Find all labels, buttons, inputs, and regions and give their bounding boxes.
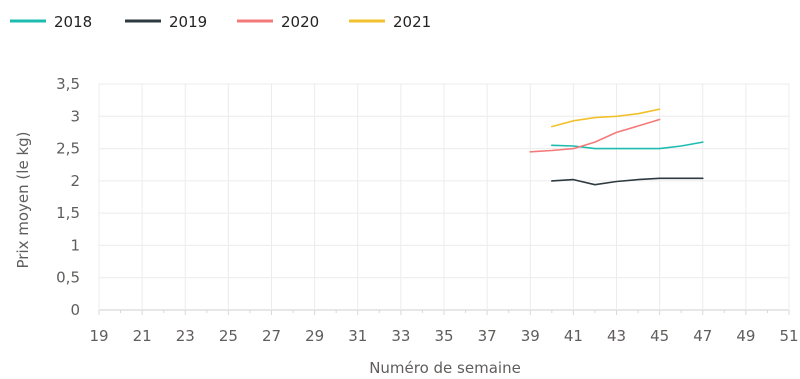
x-tick-label: 51	[779, 327, 798, 345]
series-line-2018	[550, 141, 704, 150]
y-tick-label: 0	[70, 301, 80, 319]
legend-item-2018[interactable]: 2018	[10, 13, 92, 31]
x-tick-label: 41	[564, 327, 583, 345]
x-tick-label: 43	[607, 327, 626, 345]
y-tick-label: 3,5	[56, 75, 80, 93]
x-tick-label: 25	[219, 327, 238, 345]
y-axis: 0 0,5 1 1,5 2 2,5 3 3,5	[56, 75, 80, 319]
legend: 2018 2019 2020 2021	[10, 13, 431, 31]
x-tick-label: 45	[650, 327, 669, 345]
x-tick-label: 29	[305, 327, 324, 345]
x-axis-title: Numéro de semaine	[369, 359, 521, 377]
legend-item-2020[interactable]: 2020	[237, 13, 319, 31]
legend-label: 2018	[54, 13, 92, 31]
x-tick-label: 31	[348, 327, 367, 345]
series-line-2020	[529, 118, 661, 153]
x-tick-label: 27	[262, 327, 281, 345]
x-tick-label: 35	[434, 327, 453, 345]
x-tick-label: 39	[521, 327, 540, 345]
x-tick-label: 21	[133, 327, 152, 345]
gridlines	[98, 83, 790, 315]
y-tick-label: 2	[70, 172, 80, 190]
x-tick-label: 37	[478, 327, 497, 345]
x-tick-label: 23	[176, 327, 195, 345]
series-line-2019	[550, 177, 704, 186]
x-axis: 19 21 23 25 27 29 31 33 35 37 39 41 43 45 47 49 51	[89, 327, 798, 345]
legend-item-2021[interactable]: 2021	[349, 13, 431, 31]
legend-label: 2021	[393, 13, 431, 31]
y-tick-label: 1,5	[56, 204, 80, 222]
x-tick-label: 33	[391, 327, 410, 345]
y-tick-label: 0,5	[56, 269, 80, 287]
legend-item-2019[interactable]: 2019	[125, 13, 207, 31]
x-tick-label: 49	[736, 327, 755, 345]
series-line-2021	[550, 108, 661, 128]
y-tick-label: 2,5	[56, 140, 80, 158]
x-tick-label: 19	[89, 327, 108, 345]
series-lines	[529, 108, 704, 186]
y-tick-label: 1	[70, 236, 80, 254]
y-tick-label: 3	[70, 107, 80, 125]
x-tick-label: 47	[693, 327, 712, 345]
legend-label: 2019	[169, 13, 207, 31]
legend-label: 2020	[281, 13, 319, 31]
y-axis-title: Prix moyen (le kg)	[14, 131, 32, 268]
